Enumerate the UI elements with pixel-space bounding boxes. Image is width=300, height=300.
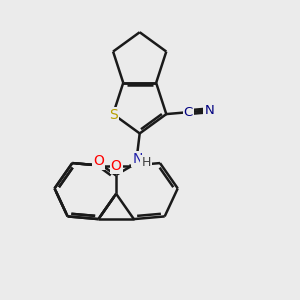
Text: N: N — [205, 104, 214, 117]
Text: O: O — [93, 154, 104, 168]
Text: C: C — [184, 106, 193, 119]
Text: O: O — [111, 159, 122, 173]
Text: H: H — [142, 156, 151, 169]
Text: S: S — [109, 108, 118, 122]
Text: N: N — [132, 152, 142, 166]
